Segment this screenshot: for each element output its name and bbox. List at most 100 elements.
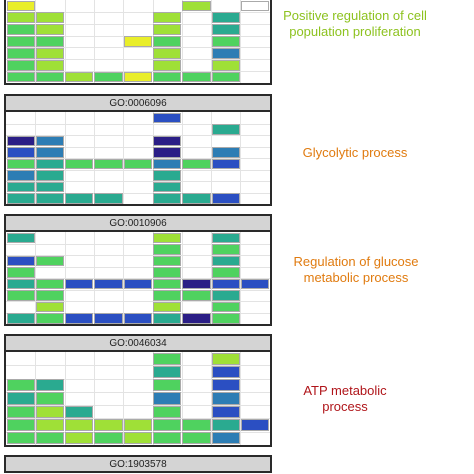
heatmap-cell [6, 278, 35, 289]
heatmap-cell [35, 12, 65, 24]
heatmap-cell [35, 301, 65, 312]
heatmap-cell [211, 124, 240, 135]
heatmap-cell [123, 278, 152, 289]
grid-line [93, 0, 95, 83]
heatmap-cell [182, 290, 211, 301]
heatmap-cell [211, 365, 240, 379]
heatmap-cell [211, 47, 240, 59]
heatmap-cell [94, 71, 123, 83]
heatmap-cell [123, 432, 152, 445]
grid-line [6, 146, 270, 148]
heatmap-cell [35, 181, 65, 192]
heatmap-cell [65, 193, 94, 204]
heatmap-cell [211, 255, 240, 266]
panel-process-label: ATP metabolic process [303, 383, 387, 414]
heatmap-cell [211, 59, 240, 71]
heatmap-cell [153, 12, 182, 24]
grid-line [6, 378, 270, 380]
heatmap-cell [6, 313, 35, 324]
heatmap-cell [211, 24, 240, 36]
grid-line [123, 352, 125, 445]
heatmap-cell [211, 405, 240, 418]
heatmap-cell [211, 418, 240, 432]
heatmap-cell [35, 147, 65, 158]
heatmap-cell [153, 267, 182, 278]
heatmap-cell [35, 379, 65, 392]
heatmap-cell [65, 405, 94, 418]
heatmap-cell [211, 392, 240, 405]
heatmap-cell [35, 255, 65, 266]
heatmap-cell [240, 0, 270, 12]
heatmap-cell [6, 0, 35, 12]
grid-line [6, 23, 270, 25]
heatmap-cell [94, 278, 123, 289]
grid-line [6, 289, 270, 291]
heatmap-cell [211, 71, 240, 83]
grid-line [6, 255, 270, 256]
heatmap-cell [35, 405, 65, 418]
heatmap-cell [153, 418, 182, 432]
grid-line [181, 352, 183, 445]
heatmap-cell [94, 158, 123, 169]
heatmap-cell [211, 313, 240, 324]
grid-line [6, 123, 270, 125]
heatmap-cell [211, 301, 240, 312]
heatmap-cell [94, 418, 123, 432]
heatmap-cell [182, 432, 211, 445]
heatmap-cell [35, 71, 65, 83]
heatmap-cell [6, 432, 35, 445]
heatmap-cell [123, 36, 152, 47]
heatmap-cell [6, 418, 35, 432]
heatmap-cell [65, 158, 94, 169]
go-term-label: GO:1903578 [109, 458, 167, 470]
heatmap-cell [182, 158, 211, 169]
heatmap-panel [4, 230, 272, 326]
heatmap-cell [6, 135, 35, 146]
heatmap-cell [65, 278, 94, 289]
heatmap-cell [211, 147, 240, 158]
heatmap-cell [35, 47, 65, 59]
heatmap-cell [211, 379, 240, 392]
heatmap-cell [153, 301, 182, 312]
heatmap-cell [211, 158, 240, 169]
heatmap-cell [153, 59, 182, 71]
heatmap-cell [65, 71, 94, 83]
heatmap-cell [6, 170, 35, 181]
heatmap-cell [6, 392, 35, 405]
heatmap-cell [35, 418, 65, 432]
heatmap-cell [211, 12, 240, 24]
heatmap-cell [6, 290, 35, 301]
heatmap-cell [153, 352, 182, 365]
heatmap-cell [153, 112, 182, 123]
heatmap-cell [211, 290, 240, 301]
grid-line [181, 0, 183, 83]
heatmap-cell [6, 379, 35, 392]
heatmap-cell [35, 392, 65, 405]
heatmap-cell [153, 365, 182, 379]
heatmap-cell [6, 405, 35, 418]
grid-line [6, 365, 270, 367]
heatmap-cell [6, 24, 35, 36]
heatmap-cell [153, 255, 182, 266]
heatmap-cell [153, 232, 182, 243]
heatmap-cell [6, 158, 35, 169]
heatmap-cell [153, 158, 182, 169]
heatmap-cell [35, 135, 65, 146]
grid-line [6, 47, 270, 49]
heatmap-cell [65, 418, 94, 432]
grid-line [6, 301, 270, 302]
heatmap-cell [153, 405, 182, 418]
grid-line [6, 266, 270, 268]
heatmap-cell [153, 71, 182, 83]
heatmap-cell [35, 24, 65, 36]
heatmap-cell [211, 244, 240, 255]
heatmap-cell [123, 71, 152, 83]
heatmap-cell [211, 232, 240, 243]
heatmap-cell [35, 290, 65, 301]
heatmap-panel [4, 0, 272, 85]
heatmap-cell [6, 232, 35, 243]
panel-header-go-1903578: GO:1903578 [4, 455, 272, 473]
heatmap-cell [153, 24, 182, 36]
heatmap-cell [153, 432, 182, 445]
heatmap-cell [182, 278, 211, 289]
